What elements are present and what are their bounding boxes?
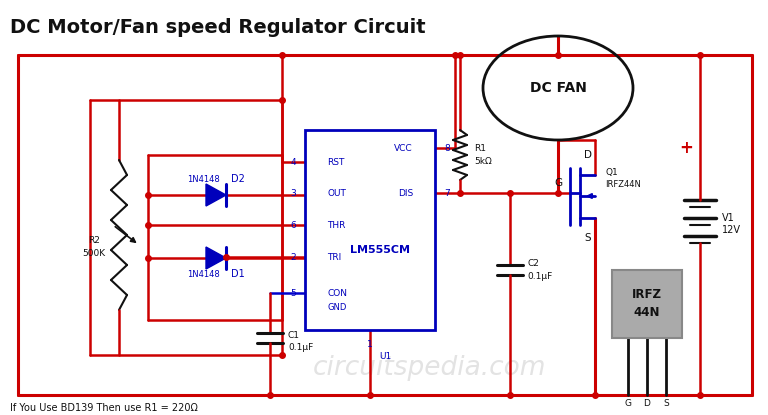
Text: V1: V1: [722, 213, 735, 223]
Text: DC Motor/Fan speed Regulator Circuit: DC Motor/Fan speed Regulator Circuit: [10, 18, 425, 37]
Text: D2: D2: [231, 174, 245, 184]
Text: 2: 2: [290, 252, 296, 261]
Text: TRI: TRI: [327, 252, 341, 261]
Text: D1: D1: [231, 269, 245, 279]
Text: IRFZ: IRFZ: [632, 288, 662, 300]
Bar: [305, 130, 435, 330]
Text: R2: R2: [88, 235, 100, 244]
Text: IRFZ44N: IRFZ44N: [605, 180, 641, 188]
Text: RST: RST: [327, 158, 344, 166]
Text: CON: CON: [327, 288, 347, 298]
Text: DC FAN: DC FAN: [530, 81, 587, 95]
Text: U1: U1: [379, 352, 391, 361]
Text: Q1: Q1: [605, 168, 617, 176]
Text: GND: GND: [327, 303, 346, 312]
Text: OUT: OUT: [327, 188, 346, 198]
Text: VCC: VCC: [395, 144, 413, 152]
Text: 500K: 500K: [82, 249, 105, 257]
Polygon shape: [206, 247, 226, 269]
Text: 5kΩ: 5kΩ: [474, 156, 492, 166]
Text: circuitspedia.com: circuitspedia.com: [313, 355, 547, 381]
Text: R1: R1: [474, 144, 486, 152]
Text: LM555CM: LM555CM: [350, 245, 410, 255]
Text: C2: C2: [527, 259, 539, 268]
Text: 5: 5: [290, 288, 296, 298]
Text: D: D: [584, 150, 592, 160]
Text: 8: 8: [444, 144, 450, 152]
Polygon shape: [206, 184, 226, 206]
Text: 12V: 12V: [722, 225, 741, 235]
Text: 0.1μF: 0.1μF: [288, 342, 313, 352]
Text: G: G: [554, 178, 562, 188]
Text: 7: 7: [444, 188, 450, 198]
Text: D: D: [644, 398, 650, 408]
Text: G: G: [624, 398, 631, 408]
Text: DIS: DIS: [398, 188, 413, 198]
Text: C1: C1: [288, 330, 300, 339]
Text: S: S: [663, 398, 669, 408]
Text: 6: 6: [290, 220, 296, 229]
Text: 0.1μF: 0.1μF: [527, 271, 552, 281]
Text: 44N: 44N: [634, 305, 660, 318]
Text: THR: THR: [327, 220, 346, 229]
Text: S: S: [584, 233, 591, 243]
Text: 1N4148: 1N4148: [187, 269, 220, 278]
Text: 3: 3: [290, 188, 296, 198]
Text: 4: 4: [290, 158, 296, 166]
Text: 1: 1: [367, 339, 373, 349]
Bar: [612, 270, 682, 338]
Text: If You Use BD139 Then use R1 = 220Ω: If You Use BD139 Then use R1 = 220Ω: [10, 403, 198, 413]
Text: +: +: [679, 139, 693, 157]
Text: 1N4148: 1N4148: [187, 174, 220, 183]
